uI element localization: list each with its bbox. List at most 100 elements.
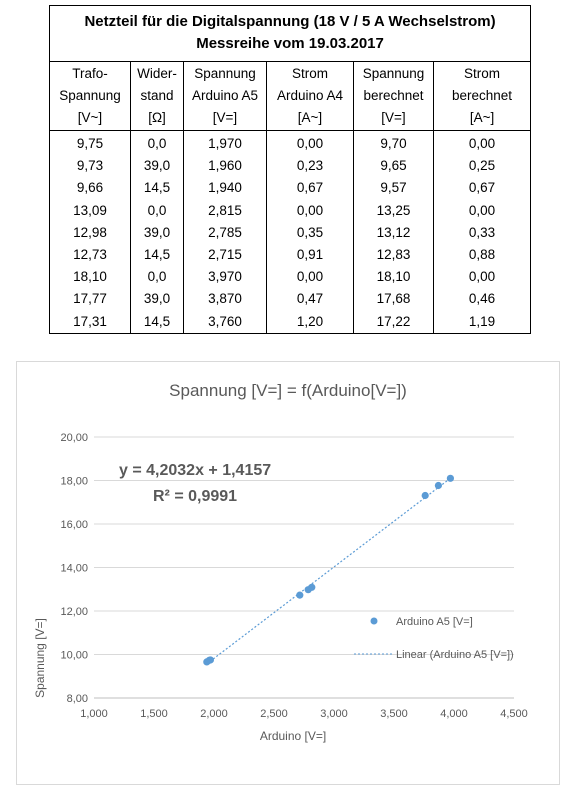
x-tick-label: 1,000: [80, 708, 108, 720]
table-title-line1: Netzteil für die Digitalspannung (18 V /…: [84, 13, 496, 30]
table-header-text: stand: [140, 88, 174, 103]
table-cell: 14,5: [130, 243, 184, 267]
table-cell: 9,73: [49, 155, 131, 178]
table-header-text: Spannung: [362, 66, 425, 81]
table-cell: 0,0: [130, 130, 184, 156]
table-cell: 0,91: [266, 243, 354, 267]
table-header-cell: Spannung Arduino A5 [V=]: [183, 61, 267, 131]
table-cell: 18,10: [353, 266, 434, 289]
table-header-text: [V=]: [381, 110, 406, 125]
chart-title: Spannung [V=] = f(Arduino[V=]): [169, 381, 407, 400]
table-cell: 17,22: [353, 310, 434, 334]
table-row: 12,98 39,0 2,785 0,35 13,12 0,33: [49, 221, 532, 244]
data-point: [304, 586, 312, 594]
table-cell: 1,20: [266, 310, 354, 334]
table-cell: 9,57: [353, 177, 434, 200]
y-tick-label: 20,00: [60, 432, 88, 444]
table-header-text: Strom: [464, 66, 501, 81]
table-cell: 18,10: [49, 266, 131, 289]
table-cell: 1,940: [183, 177, 267, 200]
y-tick-label: 18,00: [60, 476, 88, 488]
table-cell: 14,5: [130, 177, 184, 200]
table-title: Netzteil für die Digitalspannung (18 V /…: [48, 5, 532, 62]
grid-layer: [94, 436, 514, 699]
legend-marker-series: [370, 617, 378, 625]
table-cell: 14,5: [130, 310, 184, 334]
table-header-cell: Trafo- Spannung [V~]: [49, 61, 131, 131]
table-cell: 0,00: [432, 199, 532, 222]
table-row: 9,73 39,0 1,960 0,23 9,65 0,25: [49, 155, 532, 178]
table-cell: 39,0: [130, 288, 184, 311]
trendline-r-squared: R² = 0,9991: [153, 488, 237, 505]
table-cell: 9,65: [353, 155, 434, 178]
table-header-text: Arduino A4: [276, 88, 344, 103]
table-cell: 17,31: [49, 310, 131, 334]
table-cell: 12,83: [353, 243, 434, 267]
table-cell: 13,12: [353, 221, 434, 244]
table-header-text: Spannung: [59, 88, 121, 103]
data-point: [434, 481, 442, 490]
table-header-text: Trafo-: [72, 66, 108, 81]
table-cell: 0,67: [266, 177, 354, 200]
table-header-text: Strom: [291, 66, 328, 81]
x-tick-label: 1,500: [140, 708, 168, 720]
table-cell: 0,0: [130, 266, 184, 289]
table-cell: 39,0: [130, 221, 184, 244]
table-cell: 3,760: [183, 310, 267, 334]
legend-label-series: Arduino A5 [V=]: [396, 616, 473, 628]
table-cell: 0,88: [432, 243, 532, 267]
table-cell: 12,73: [49, 243, 131, 267]
table-row: 17,31 14,5 3,760 1,20 17,22 1,19: [49, 310, 532, 334]
table-header-text: Spannung: [194, 66, 256, 81]
table-header-text: [V=]: [212, 110, 238, 125]
table-cell: 17,77: [49, 288, 131, 311]
table-cell: 9,75: [49, 130, 131, 156]
table-header-cell: Spannung berechnet [V=]: [353, 61, 434, 131]
table-cell: 13,25: [353, 199, 434, 222]
table-header-text: Arduino A5: [191, 88, 259, 103]
table-cell: 0,00: [432, 130, 532, 156]
table-row: 12,73 14,5 2,715 0,91 12,83 0,88: [49, 243, 532, 267]
table-cell: 3,870: [183, 288, 267, 311]
table-header-text: Wider-: [137, 66, 177, 81]
x-tick-label: 3,500: [380, 708, 408, 720]
x-axis-title: Arduino [V=]: [260, 729, 326, 743]
table-cell: 0,67: [432, 177, 532, 200]
table-header-text: [A~]: [297, 110, 323, 125]
table-cell: 1,960: [183, 155, 267, 178]
table-header-cell: Wider-stand [Ω]: [130, 61, 184, 131]
table-cell: 0,00: [266, 199, 354, 222]
table-header-text: [Ω]: [148, 110, 166, 125]
chart-frame: Spannung [V=] = f(Arduino[V=]) 8,00 10,00…: [16, 361, 560, 785]
table-cell: 0,00: [432, 266, 532, 289]
table-header-text: berechnet: [452, 88, 513, 103]
table-cell: 0,0: [130, 199, 184, 222]
table-cell: 0,46: [432, 288, 532, 311]
data-point: [446, 474, 454, 482]
table-cell: 12,98: [49, 221, 131, 244]
table-cell: 39,0: [130, 155, 184, 178]
table-row: 9,66 14,5 1,940 0,67 9,57 0,67: [49, 177, 532, 200]
table-cell: 2,715: [183, 243, 267, 267]
y-tick-label: 10,00: [60, 650, 88, 662]
table-cell: 2,815: [183, 199, 267, 222]
table-row: 18,10 0,0 3,970 0,00 18,10 0,00: [49, 266, 532, 289]
trendline-equation: y = 4,2032x + 1,4157: [119, 462, 271, 479]
table-cell: 1,19: [432, 310, 532, 334]
x-tick-label: 2,500: [260, 708, 288, 720]
table-cell: 0,47: [266, 288, 354, 311]
table-header-text: [A~]: [469, 110, 495, 125]
tick-labels-layer: 8,00 10,00 12,00 14,00 16,00 18,00 20,00 1,000 1…: [60, 432, 527, 720]
table-cell: 1,970: [183, 130, 267, 156]
y-tick-label: 8,00: [67, 693, 88, 705]
trendline: [206, 477, 451, 665]
table-cell: 0,25: [432, 155, 532, 178]
x-tick-label: 4,000: [440, 708, 468, 720]
scatter-chart: Spannung [V=] = f(Arduino[V=]) 8,00 10,00…: [33, 381, 528, 743]
table-cell: 2,785: [183, 221, 267, 244]
measurement-table: Netzteil für die Digitalspannung (18 V /…: [48, 5, 532, 334]
data-point: [421, 491, 429, 500]
table-row: 13,09 0,0 2,815 0,00 13,25 0,00: [49, 199, 532, 222]
table-cell: 9,70: [353, 130, 434, 156]
table-cell: 0,00: [266, 266, 354, 289]
